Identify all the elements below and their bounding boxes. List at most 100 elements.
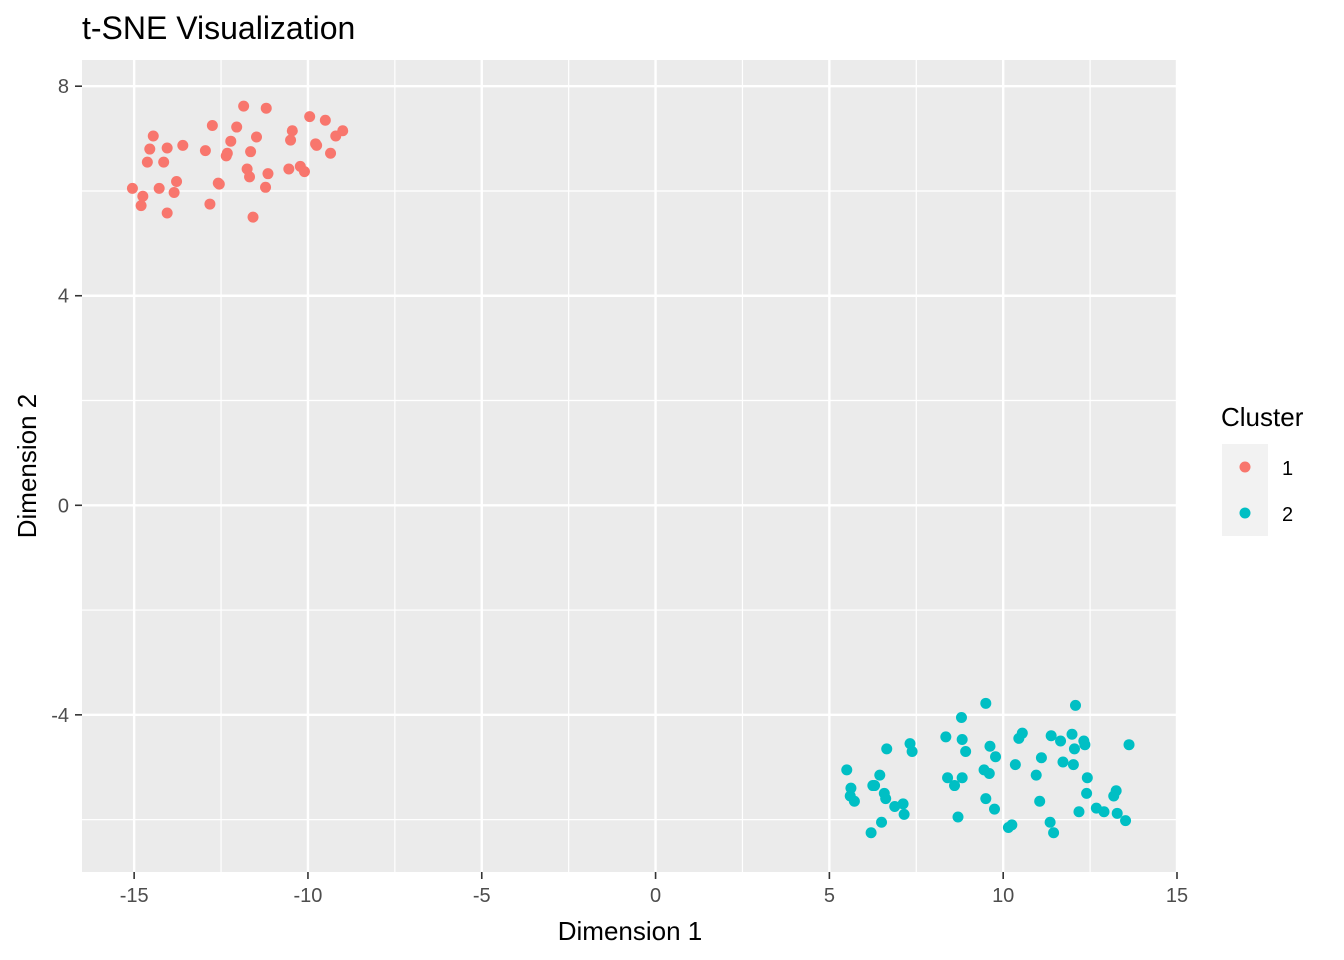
data-point-cluster-2 [1055, 735, 1067, 747]
data-point-cluster-2 [1057, 756, 1069, 768]
data-point-cluster-2 [1098, 806, 1110, 818]
legend-key-cluster-2 [1239, 507, 1251, 519]
data-point-cluster-1 [206, 119, 218, 131]
legend-label-cluster-1: 1 [1282, 458, 1293, 480]
x-tick-label: 5 [824, 885, 835, 907]
data-point-cluster-1 [251, 131, 263, 143]
x-tick-label: -10 [293, 885, 322, 907]
data-point-cluster-1 [260, 181, 272, 193]
data-point-cluster-2 [865, 827, 877, 839]
y-axis: -4 0 4 8 [51, 76, 82, 727]
y-tick-label: 8 [58, 76, 69, 98]
legend-key-cluster-1 [1239, 461, 1251, 473]
data-point-cluster-2 [1034, 795, 1046, 807]
data-point-cluster-1 [304, 111, 316, 123]
data-point-cluster-1 [298, 166, 310, 178]
data-point-cluster-2 [1044, 816, 1056, 828]
data-point-cluster-2 [952, 811, 964, 823]
x-axis-title: Dimension 1 [558, 916, 703, 946]
data-point-cluster-1 [285, 134, 297, 146]
data-point-cluster-2 [949, 780, 961, 792]
data-point-cluster-1 [311, 139, 323, 151]
data-point-cluster-1 [153, 182, 165, 194]
data-point-cluster-2 [1120, 815, 1132, 827]
data-point-cluster-1 [161, 142, 173, 154]
data-point-cluster-1 [244, 171, 256, 183]
data-point-cluster-1 [141, 156, 153, 168]
data-point-cluster-1 [319, 114, 331, 126]
data-point-cluster-2 [942, 772, 954, 784]
x-tick-label: -15 [120, 885, 149, 907]
data-point-cluster-1 [283, 163, 295, 175]
x-tick-label: 15 [1166, 885, 1188, 907]
legend: Cluster 1 2 [1221, 402, 1304, 536]
legend-label-cluster-2: 2 [1282, 504, 1293, 526]
data-point-cluster-2 [1009, 759, 1021, 771]
data-point-cluster-1 [135, 200, 147, 212]
data-point-cluster-2 [955, 711, 967, 723]
data-point-cluster-2 [889, 801, 901, 813]
data-point-cluster-2 [845, 782, 857, 794]
data-point-cluster-2 [869, 780, 881, 792]
major-gridlines [82, 60, 1179, 872]
data-point-cluster-1 [199, 145, 211, 157]
data-point-cluster-1 [225, 135, 237, 147]
data-point-cluster-1 [221, 147, 233, 159]
legend-title: Cluster [1221, 402, 1304, 432]
data-point-cluster-2 [876, 816, 888, 828]
data-point-cluster-2 [956, 772, 968, 784]
data-point-cluster-2 [1111, 807, 1123, 819]
data-point-cluster-1 [286, 125, 298, 137]
x-tick-label: 10 [992, 885, 1014, 907]
data-point-cluster-1 [204, 198, 216, 210]
data-point-cluster-1 [213, 178, 225, 190]
data-point-cluster-1 [168, 187, 180, 199]
y-tick-label: -4 [51, 705, 69, 727]
data-point-cluster-1 [144, 143, 156, 155]
data-point-cluster-2 [881, 743, 893, 755]
data-point-cluster-1 [262, 168, 274, 180]
data-point-cluster-2 [1048, 827, 1060, 839]
data-point-cluster-1 [158, 156, 170, 168]
data-point-cluster-2 [897, 798, 909, 810]
data-point-cluster-2 [1067, 759, 1079, 771]
data-point-cluster-2 [984, 740, 996, 752]
data-point-cluster-1 [126, 182, 138, 194]
data-point-cluster-2 [940, 731, 952, 743]
data-point-cluster-2 [898, 808, 910, 820]
x-axis: -15 -10 -5 0 5 10 15 [120, 872, 1188, 907]
data-point-cluster-1 [171, 176, 183, 188]
data-point-cluster-2 [1066, 728, 1078, 740]
plot-panel [82, 60, 1177, 872]
x-tick-label: -5 [473, 885, 491, 907]
data-point-cluster-1 [231, 121, 243, 133]
y-tick-label: 0 [58, 495, 69, 517]
data-point-cluster-2 [1073, 806, 1085, 818]
data-point-cluster-1 [147, 130, 159, 142]
data-point-cluster-1 [260, 102, 272, 114]
data-point-cluster-2 [1069, 699, 1081, 711]
data-point-cluster-2 [1079, 739, 1091, 751]
data-point-cluster-2 [1123, 739, 1135, 751]
data-point-cluster-2 [880, 793, 892, 805]
data-point-cluster-2 [1035, 752, 1047, 764]
data-point-cluster-2 [990, 751, 1002, 763]
data-point-cluster-1 [177, 139, 189, 151]
data-point-cluster-2 [980, 697, 992, 709]
data-point-cluster-2 [1045, 730, 1057, 742]
x-tick-label: 0 [650, 885, 661, 907]
data-point-cluster-2 [1030, 769, 1042, 781]
data-point-cluster-1 [247, 211, 259, 223]
data-point-cluster-2 [1081, 787, 1093, 799]
chart-title: t-SNE Visualization [82, 10, 355, 46]
data-point-cluster-2 [1068, 743, 1080, 755]
data-point-cluster-1 [161, 207, 173, 219]
y-axis-title: Dimension 2 [12, 394, 42, 539]
data-point-cluster-2 [848, 795, 860, 807]
data-point-cluster-2 [960, 746, 972, 758]
y-tick-label: 4 [58, 286, 69, 308]
minor-gridlines [82, 60, 1177, 872]
data-point-cluster-2 [1006, 819, 1018, 831]
data-point-cluster-1 [238, 100, 250, 112]
